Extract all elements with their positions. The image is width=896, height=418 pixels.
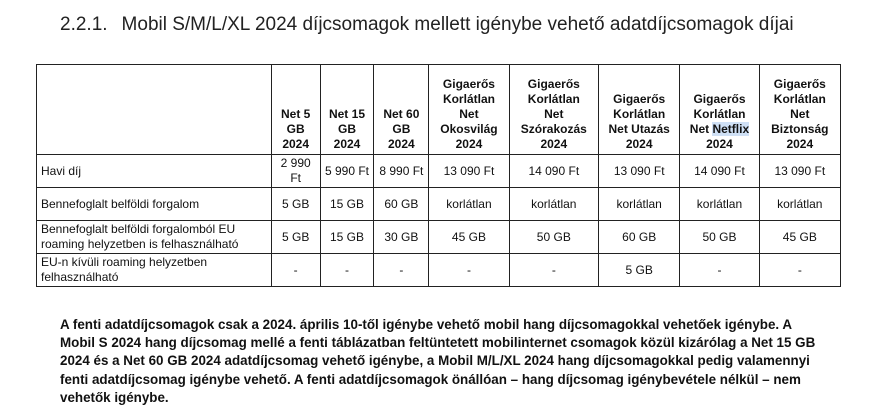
table-row: Havi díj 2 990 Ft 5 990 Ft 8 990 Ft 13 0… [36,154,842,188]
table-cell: korlátlan [679,187,760,221]
table-cell: - [758,253,842,287]
row-label: EU-n kívüli roaming helyzetben felhaszná… [36,253,272,287]
table-cell: korlátlan [758,187,842,221]
table-cell: 14 090 Ft [508,154,600,188]
table-cell: 2 990 Ft [270,154,321,188]
table-cell: 60 GB [373,187,430,221]
table-cell: 50 GB [508,220,600,254]
table-cell: - [679,253,760,287]
table-cell: 13 090 Ft [598,154,681,188]
row-label: Bennefoglalt belföldi forgalomból EU roa… [36,220,272,254]
table-cell: 5 GB [270,220,321,254]
table-cell: 5 GB [270,187,321,221]
col-header-net60: Net 60 GB 2024 [373,64,430,155]
header-row: Net 5 GB 2024 Net 15 GB 2024 Net 60 GB 2024 Gi… [36,64,842,155]
row-label: Bennefoglalt belföldi forgalom [36,187,272,221]
data-package-table: Net 5 GB 2024 Net 15 GB 2024 Net 60 GB 2024 Gi… [36,64,842,287]
section-number: 2.2.1. [60,14,108,35]
table-cell: 5 990 Ft [319,154,375,188]
col-header-biztonsag: Gigaerős Korlátlan Net Biztonság 2024 [758,64,842,155]
table-cell: 30 GB [373,220,430,254]
netflix-highlight: Netflix [712,122,750,136]
col-header-okosvilag: Gigaerős Korlátlan Net Okosvilág 2024 [428,64,510,155]
table-cell: 13 090 Ft [428,154,510,188]
col-header-netflix: Gigaerős Korlátlan Net Netflix 2024 [679,64,760,155]
table-cell: korlátlan [508,187,600,221]
table-row: Bennefoglalt belföldi forgalomból EU roa… [36,220,842,254]
table-cell: 8 990 Ft [373,154,430,188]
col-header-net15: Net 15 GB 2024 [319,64,375,155]
table-cell: 5 GB [598,253,681,287]
table-cell: - [508,253,600,287]
table-cell: 60 GB [598,220,681,254]
table-row: Bennefoglalt belföldi forgalom 5 GB 15 G… [36,187,842,221]
col-header-utazas: Gigaerős Korlátlan Net Utazás 2024 [598,64,681,155]
table-cell: 45 GB [428,220,510,254]
table-cell: - [373,253,430,287]
table-row: EU-n kívüli roaming helyzetben felhaszná… [36,253,842,287]
table-cell: - [428,253,510,287]
header-corner [36,64,272,155]
footnote-paragraph: A fenti adatdíjcsomagok csak a 2024. ápr… [60,317,816,405]
table-cell: 15 GB [319,220,375,254]
row-label: Havi díj [36,154,272,188]
table-cell: 14 090 Ft [679,154,760,188]
section-heading: 2.2.1. Mobil S/M/L/XL 2024 díjcsomagok me… [60,14,794,36]
table-cell: 15 GB [319,187,375,221]
table-cell: - [270,253,321,287]
col-header-net5: Net 5 GB 2024 [270,64,321,155]
section-title: Mobil S/M/L/XL 2024 díjcsomagok mellett … [121,14,794,35]
table-cell: 45 GB [758,220,842,254]
table-cell: - [319,253,375,287]
table-cell: korlátlan [428,187,510,221]
col-header-szorakozas: Gigaerős Korlátlan Net Szórakozás 2024 [508,64,600,155]
table-cell: korlátlan [598,187,681,221]
table-cell: 50 GB [679,220,760,254]
table-cell: 13 090 Ft [758,154,842,188]
